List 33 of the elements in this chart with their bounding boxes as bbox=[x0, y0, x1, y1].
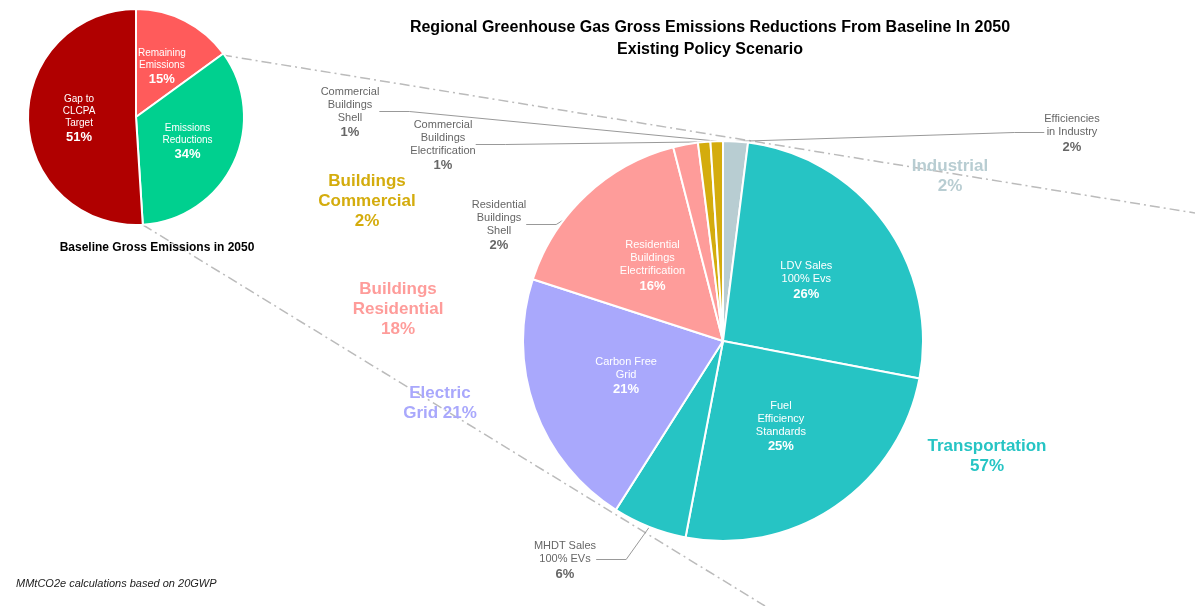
slice-label: Commercial Buildings Shell bbox=[320, 84, 380, 123]
slice-label: Remaining Emissions bbox=[137, 46, 186, 70]
text: Industrial 2% bbox=[911, 155, 989, 195]
slice-label: MHDT Sales 100% EVs bbox=[533, 539, 597, 564]
text: Baseline Gross Emissions in 2050 bbox=[59, 240, 255, 254]
slice-label: Efficiencies in Industry bbox=[1044, 112, 1101, 137]
data-label: 16% bbox=[639, 277, 666, 293]
data-label: 6% bbox=[555, 565, 575, 581]
data-label: 15% bbox=[148, 70, 176, 86]
data-label: 1% bbox=[340, 124, 360, 139]
slice-label: Carbon Free Grid bbox=[595, 354, 657, 380]
slice-label: Gap to CLCPA Target bbox=[62, 93, 96, 129]
slice-label: Commercial Buildings Electrification bbox=[410, 117, 476, 156]
text: Electric Grid 21% bbox=[403, 382, 477, 422]
chart-subtitle: Existing Policy Scenario bbox=[617, 39, 804, 57]
data-label: 2% bbox=[489, 237, 509, 252]
slice-label: LDV Sales 100% Evs bbox=[780, 259, 833, 285]
slice-label: Residential Buildings Electrification bbox=[619, 238, 686, 277]
data-label: 25% bbox=[767, 438, 795, 454]
text: MMtCO2e calculations based on 20GWP bbox=[16, 576, 218, 589]
slice-label: Residential Buildings Shell bbox=[471, 197, 527, 236]
text: Buildings Residential 18% bbox=[352, 278, 444, 338]
data-label: 51% bbox=[66, 129, 93, 145]
text: Transportation 57% bbox=[927, 435, 1047, 475]
data-label: 26% bbox=[793, 285, 820, 301]
data-label: 34% bbox=[174, 145, 202, 161]
data-label: 21% bbox=[613, 381, 640, 397]
chart-title: Regional Greenhouse Gas Gross Emissions Reductions From Baseline In 2050 bbox=[409, 17, 1011, 35]
text: Buildings Commercial 2% bbox=[318, 170, 416, 230]
slice-label: Fuel Efficiency Standards bbox=[755, 398, 807, 437]
data-label: 1% bbox=[433, 157, 453, 172]
data-label: 2% bbox=[1062, 138, 1082, 154]
slice-label: Emissions Reductions bbox=[162, 121, 213, 145]
